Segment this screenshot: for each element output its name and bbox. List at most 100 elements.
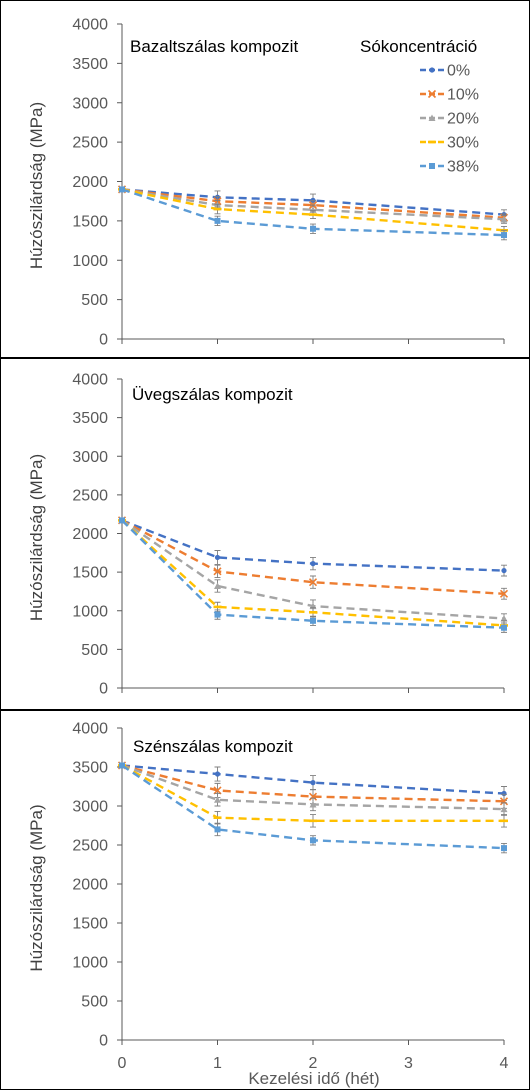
data-point <box>310 225 316 232</box>
y-tick-label: 500 <box>81 642 108 659</box>
series-38pct <box>119 762 507 854</box>
data-point <box>213 207 222 211</box>
data-point <box>501 232 507 239</box>
legend-label: 20% <box>447 111 479 128</box>
data-point <box>214 554 221 561</box>
y-axis-label: Húzószilárdság (MPa) <box>27 804 46 971</box>
legend: Sókoncentráció 0% 10% 20% 30% 38% <box>360 37 479 176</box>
y-tick-label: 2000 <box>72 174 108 191</box>
data-point <box>119 762 125 769</box>
data-point <box>214 771 221 777</box>
series-line <box>121 764 505 811</box>
chart-panel: 0 500 1000 1500 2000 2500 3000 3500 4000 Húzószil… <box>27 372 509 698</box>
data-point <box>501 567 507 574</box>
x-tick-label: 1 <box>213 1055 222 1072</box>
data-point <box>308 578 318 587</box>
y-tick-label: 3000 <box>72 95 108 112</box>
series-line <box>121 519 505 627</box>
legend-item: 38% <box>420 159 479 176</box>
data-point <box>213 786 222 795</box>
legend-marker <box>428 140 436 144</box>
series-line <box>121 188 505 221</box>
series-line <box>121 519 505 629</box>
chart-panel: 0 500 1000 1500 2000 2500 3000 3500 4000 Húzószil… <box>27 17 509 349</box>
data-point <box>309 610 317 614</box>
chart-panel: 0 500 1000 1500 2000 2500 3000 3500 4000 0 1 2 3 4 Húz… <box>27 721 509 1073</box>
panel-title: Szénszálas kompozit <box>133 737 293 756</box>
data-point <box>499 797 509 806</box>
legend-marker <box>429 163 435 169</box>
data-point <box>308 792 318 801</box>
y-tick-label: 0 <box>99 1033 108 1050</box>
data-point <box>500 819 508 823</box>
data-point <box>309 819 317 823</box>
x-axis-label: Kezelési idő (hét) <box>248 1069 379 1088</box>
data-point <box>213 605 222 609</box>
series-line <box>121 188 505 216</box>
y-axis-label: Húzószilárdság (MPa) <box>27 102 46 269</box>
legend-label: 0% <box>447 63 470 80</box>
y-axis-label: Húzószilárdság (MPa) <box>27 454 46 621</box>
series-38pct <box>119 186 507 241</box>
data-point <box>214 582 221 590</box>
y-tick-label: 2500 <box>72 838 108 855</box>
x-tick-label: 4 <box>500 1055 509 1072</box>
data-point <box>213 567 222 576</box>
panel-title: Bazaltszálas kompozit <box>130 37 298 56</box>
series-line <box>121 764 505 850</box>
y-tick-label: 1500 <box>72 565 108 582</box>
panel-title: Üvegszálas kompozit <box>132 385 293 404</box>
legend-title: Sókoncentráció <box>360 37 477 56</box>
series-10pct <box>117 516 509 600</box>
y-tick-label: 3000 <box>72 799 108 816</box>
y-tick-label: 4000 <box>72 721 108 738</box>
legend-marker <box>429 67 435 73</box>
legend-item: 10% <box>420 87 479 104</box>
legend-marker <box>428 114 436 121</box>
y-tick-label: 0 <box>99 681 108 698</box>
data-point <box>119 186 125 193</box>
legend-item: 20% <box>420 111 479 128</box>
series-line <box>121 764 504 822</box>
y-tick-label: 2000 <box>72 526 108 543</box>
data-point <box>214 826 221 833</box>
data-point <box>309 213 317 216</box>
data-point <box>214 217 221 224</box>
y-tick-label: 2000 <box>72 877 108 894</box>
series-line <box>121 519 505 620</box>
y-tick-label: 1500 <box>72 213 108 230</box>
data-point <box>501 624 507 631</box>
y-tick-label: 1000 <box>72 253 108 270</box>
series-38pct <box>119 517 507 633</box>
y-tick-label: 3500 <box>72 410 108 427</box>
data-point <box>500 614 508 622</box>
series-30pct <box>118 519 508 631</box>
data-point <box>309 206 317 213</box>
series-line <box>121 764 505 795</box>
series-line <box>121 188 505 219</box>
data-point <box>310 837 316 844</box>
series-line <box>121 519 505 595</box>
data-point <box>500 805 508 813</box>
x-tick-label: 0 <box>118 1055 127 1072</box>
legend-item: 30% <box>420 135 479 152</box>
series-line <box>121 519 505 572</box>
series-line <box>121 764 505 803</box>
legend-marker <box>427 89 437 99</box>
y-tick-label: 1000 <box>72 603 108 620</box>
y-tick-label: 1000 <box>72 955 108 972</box>
data-point <box>310 617 316 624</box>
y-tick-label: 3000 <box>72 449 108 466</box>
y-tick-label: 4000 <box>72 17 108 34</box>
series-line <box>121 188 505 232</box>
y-tick-label: 2500 <box>72 135 108 152</box>
y-tick-label: 0 <box>99 332 108 349</box>
data-point <box>214 796 221 803</box>
y-tick-label: 1500 <box>72 916 108 933</box>
data-point <box>501 845 507 852</box>
series-line <box>121 188 505 237</box>
series-0pct <box>119 517 507 577</box>
y-tick-label: 500 <box>81 292 108 309</box>
x-tick-label: 2 <box>309 1055 318 1072</box>
